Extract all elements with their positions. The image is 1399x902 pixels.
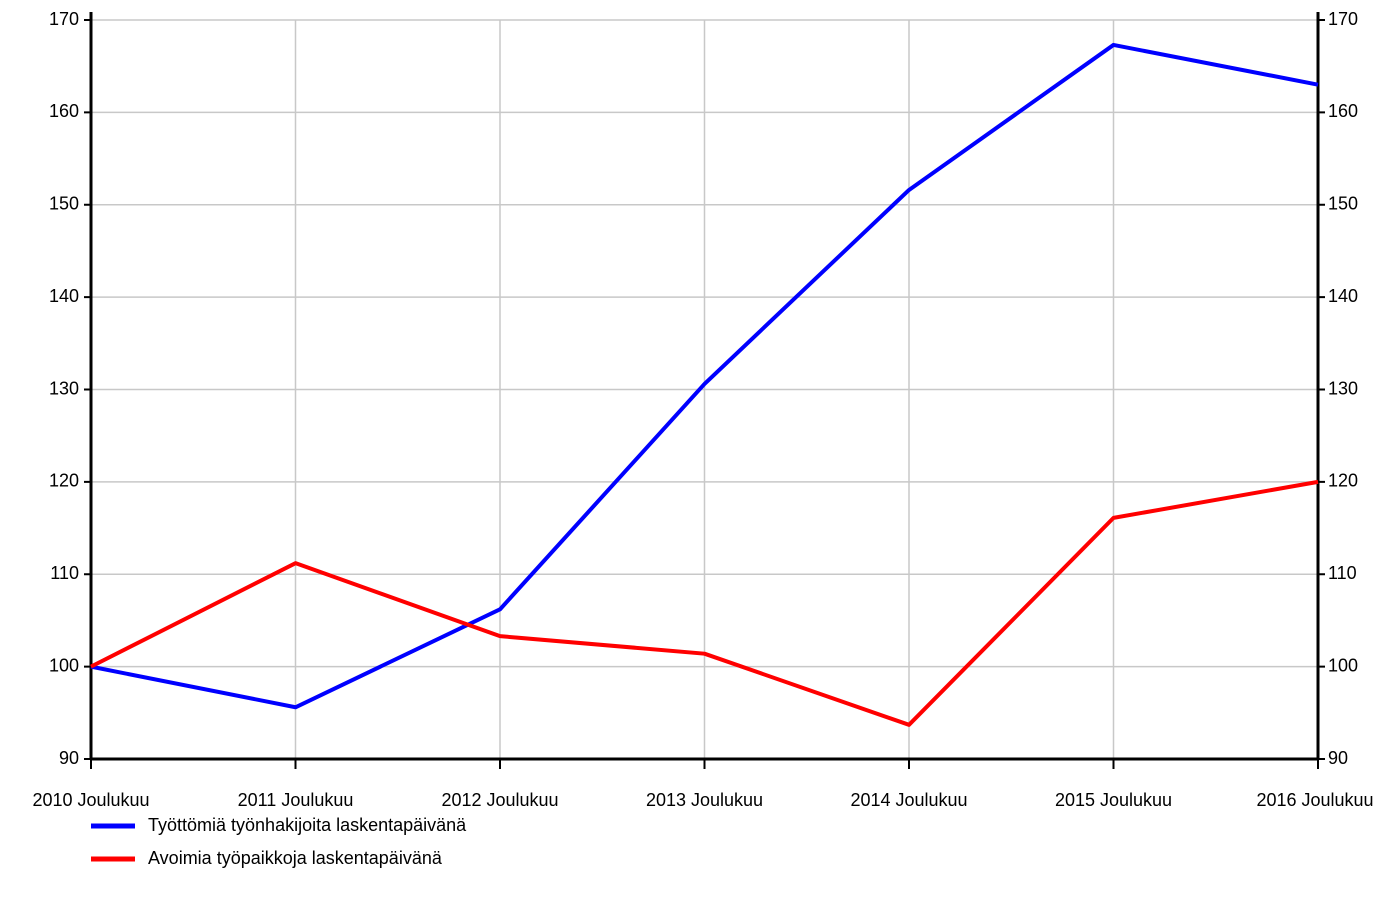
- legend-label: Työttömiä työnhakijoita laskentapäivänä: [148, 815, 467, 835]
- y2-tick-label: 100: [1328, 655, 1358, 675]
- x-tick-label: 2016 Joulukuu: [1256, 790, 1373, 810]
- y-tick-label: 90: [59, 748, 79, 768]
- x-tick-label: 2015 Joulukuu: [1055, 790, 1172, 810]
- y-tick-label: 150: [49, 194, 79, 214]
- y2-tick-label: 170: [1328, 9, 1358, 29]
- x-tick-label: 2010 Joulukuu: [32, 790, 149, 810]
- x-tick-label: 2013 Joulukuu: [646, 790, 763, 810]
- y-tick-label: 160: [49, 101, 79, 121]
- y2-tick-label: 110: [1328, 563, 1357, 583]
- y-tick-label: 110: [50, 563, 79, 583]
- y2-tick-label: 130: [1328, 378, 1358, 398]
- x-tick-label: 2011 Joulukuu: [238, 790, 354, 810]
- y2-tick-label: 90: [1328, 748, 1348, 768]
- y-tick-label: 130: [49, 378, 79, 398]
- y-tick-label: 140: [49, 286, 79, 306]
- y2-tick-label: 150: [1328, 194, 1358, 214]
- y2-tick-label: 140: [1328, 286, 1358, 306]
- series-line: [90, 42, 1319, 710]
- y-tick-label: 170: [49, 9, 79, 29]
- y2-tick-label: 160: [1328, 101, 1358, 121]
- series-line: [90, 479, 1319, 727]
- legend-label: Avoimia työpaikkoja laskentapäivänä: [148, 848, 443, 868]
- y-tick-label: 100: [49, 655, 79, 675]
- y2-tick-label: 120: [1328, 471, 1358, 491]
- x-tick-label: 2012 Joulukuu: [441, 790, 558, 810]
- y-tick-label: 120: [49, 471, 79, 491]
- x-tick-label: 2014 Joulukuu: [850, 790, 967, 810]
